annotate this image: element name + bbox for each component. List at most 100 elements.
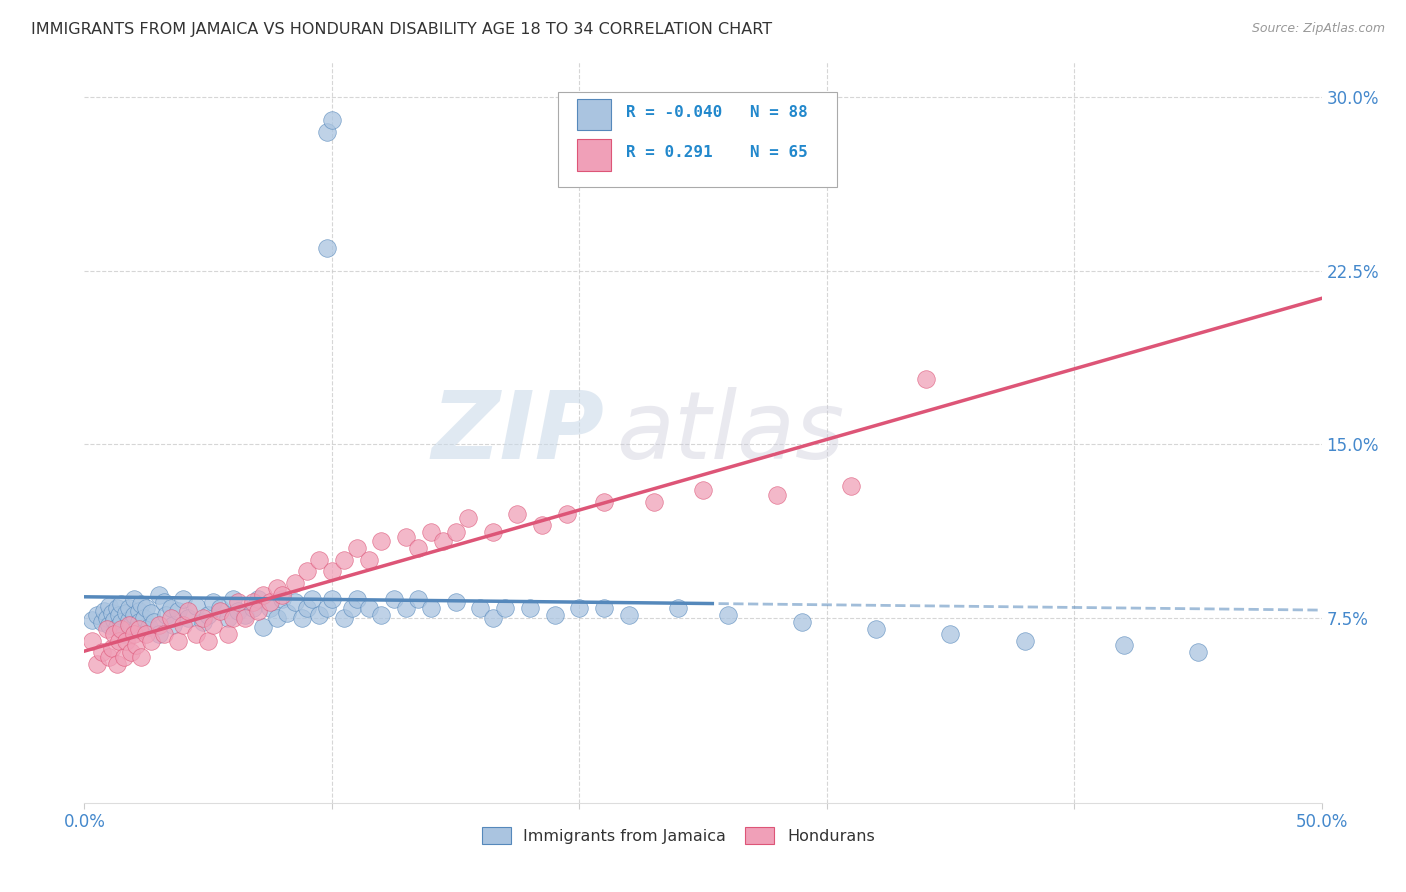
Point (470, 601, 492, 615)
Point (252, 588, 274, 602)
Point (481, 611, 503, 625)
Point (167, 604, 190, 618)
Point (202, 594, 225, 608)
Point (120, 617, 142, 632)
Point (315, 601, 337, 615)
FancyBboxPatch shape (576, 99, 612, 130)
Point (259, 594, 281, 608)
Point (301, 592, 323, 607)
Point (86, 657, 108, 671)
Point (242, 594, 264, 608)
Point (222, 611, 245, 625)
Point (197, 633, 219, 648)
Point (98, 650, 121, 665)
Point (167, 633, 190, 648)
Point (315, 125, 337, 139)
Point (790, 615, 813, 630)
Point (90, 645, 112, 659)
Point (939, 627, 962, 641)
Point (162, 617, 184, 632)
Point (209, 601, 232, 615)
Point (308, 608, 330, 623)
Point (531, 518, 554, 533)
Point (617, 608, 640, 623)
Point (103, 627, 125, 641)
Text: R = -0.040: R = -0.040 (626, 104, 723, 120)
Point (172, 617, 194, 632)
Text: N = 88: N = 88 (749, 104, 808, 120)
Point (217, 611, 239, 625)
Point (191, 615, 214, 630)
Point (444, 594, 467, 608)
Point (96, 611, 118, 625)
Point (152, 594, 174, 608)
Point (382, 592, 405, 607)
Point (419, 525, 441, 540)
Point (432, 534, 454, 549)
Point (321, 592, 343, 607)
Point (333, 553, 356, 567)
Point (98, 599, 121, 614)
Point (129, 650, 152, 665)
Point (370, 608, 392, 623)
Point (252, 620, 274, 634)
Point (135, 601, 157, 615)
Point (110, 597, 132, 611)
FancyBboxPatch shape (576, 139, 612, 170)
Point (148, 588, 170, 602)
Point (86, 608, 108, 623)
Point (266, 611, 288, 625)
Point (266, 581, 288, 595)
Point (122, 608, 145, 623)
Text: atlas: atlas (616, 387, 845, 478)
Point (291, 611, 314, 625)
Point (118, 601, 141, 615)
Point (346, 541, 368, 556)
Point (340, 601, 363, 615)
Point (112, 627, 135, 641)
Text: Source: ZipAtlas.com: Source: ZipAtlas.com (1251, 22, 1385, 36)
Point (457, 511, 479, 525)
Point (184, 599, 207, 614)
Point (184, 627, 207, 641)
Point (160, 611, 183, 625)
Point (370, 534, 392, 549)
Point (1112, 639, 1135, 653)
Point (481, 525, 503, 540)
Point (125, 622, 148, 636)
Point (80, 613, 103, 627)
Point (148, 617, 170, 632)
Point (419, 601, 441, 615)
Point (93, 604, 115, 618)
Point (1187, 645, 1209, 659)
Point (259, 601, 281, 615)
Point (100, 606, 122, 620)
Point (120, 645, 142, 659)
Point (105, 620, 128, 634)
Point (284, 576, 307, 591)
Point (197, 608, 219, 623)
Point (643, 495, 665, 509)
Point (132, 611, 155, 625)
Point (321, 113, 343, 128)
Point (226, 594, 249, 608)
Point (177, 604, 200, 618)
Legend: Immigrants from Jamaica, Hondurans: Immigrants from Jamaica, Hondurans (475, 821, 882, 850)
Point (308, 553, 330, 567)
Point (321, 565, 343, 579)
Point (395, 601, 418, 615)
Point (128, 615, 150, 630)
Text: ZIP: ZIP (432, 386, 605, 479)
Point (543, 608, 565, 623)
Point (271, 592, 294, 607)
FancyBboxPatch shape (558, 92, 837, 186)
Point (103, 613, 125, 627)
Text: N = 65: N = 65 (749, 145, 808, 161)
Point (506, 507, 529, 521)
Point (692, 483, 714, 498)
Point (96, 622, 118, 636)
Point (914, 372, 936, 386)
Point (593, 601, 616, 615)
Point (160, 601, 183, 615)
Point (295, 601, 318, 615)
